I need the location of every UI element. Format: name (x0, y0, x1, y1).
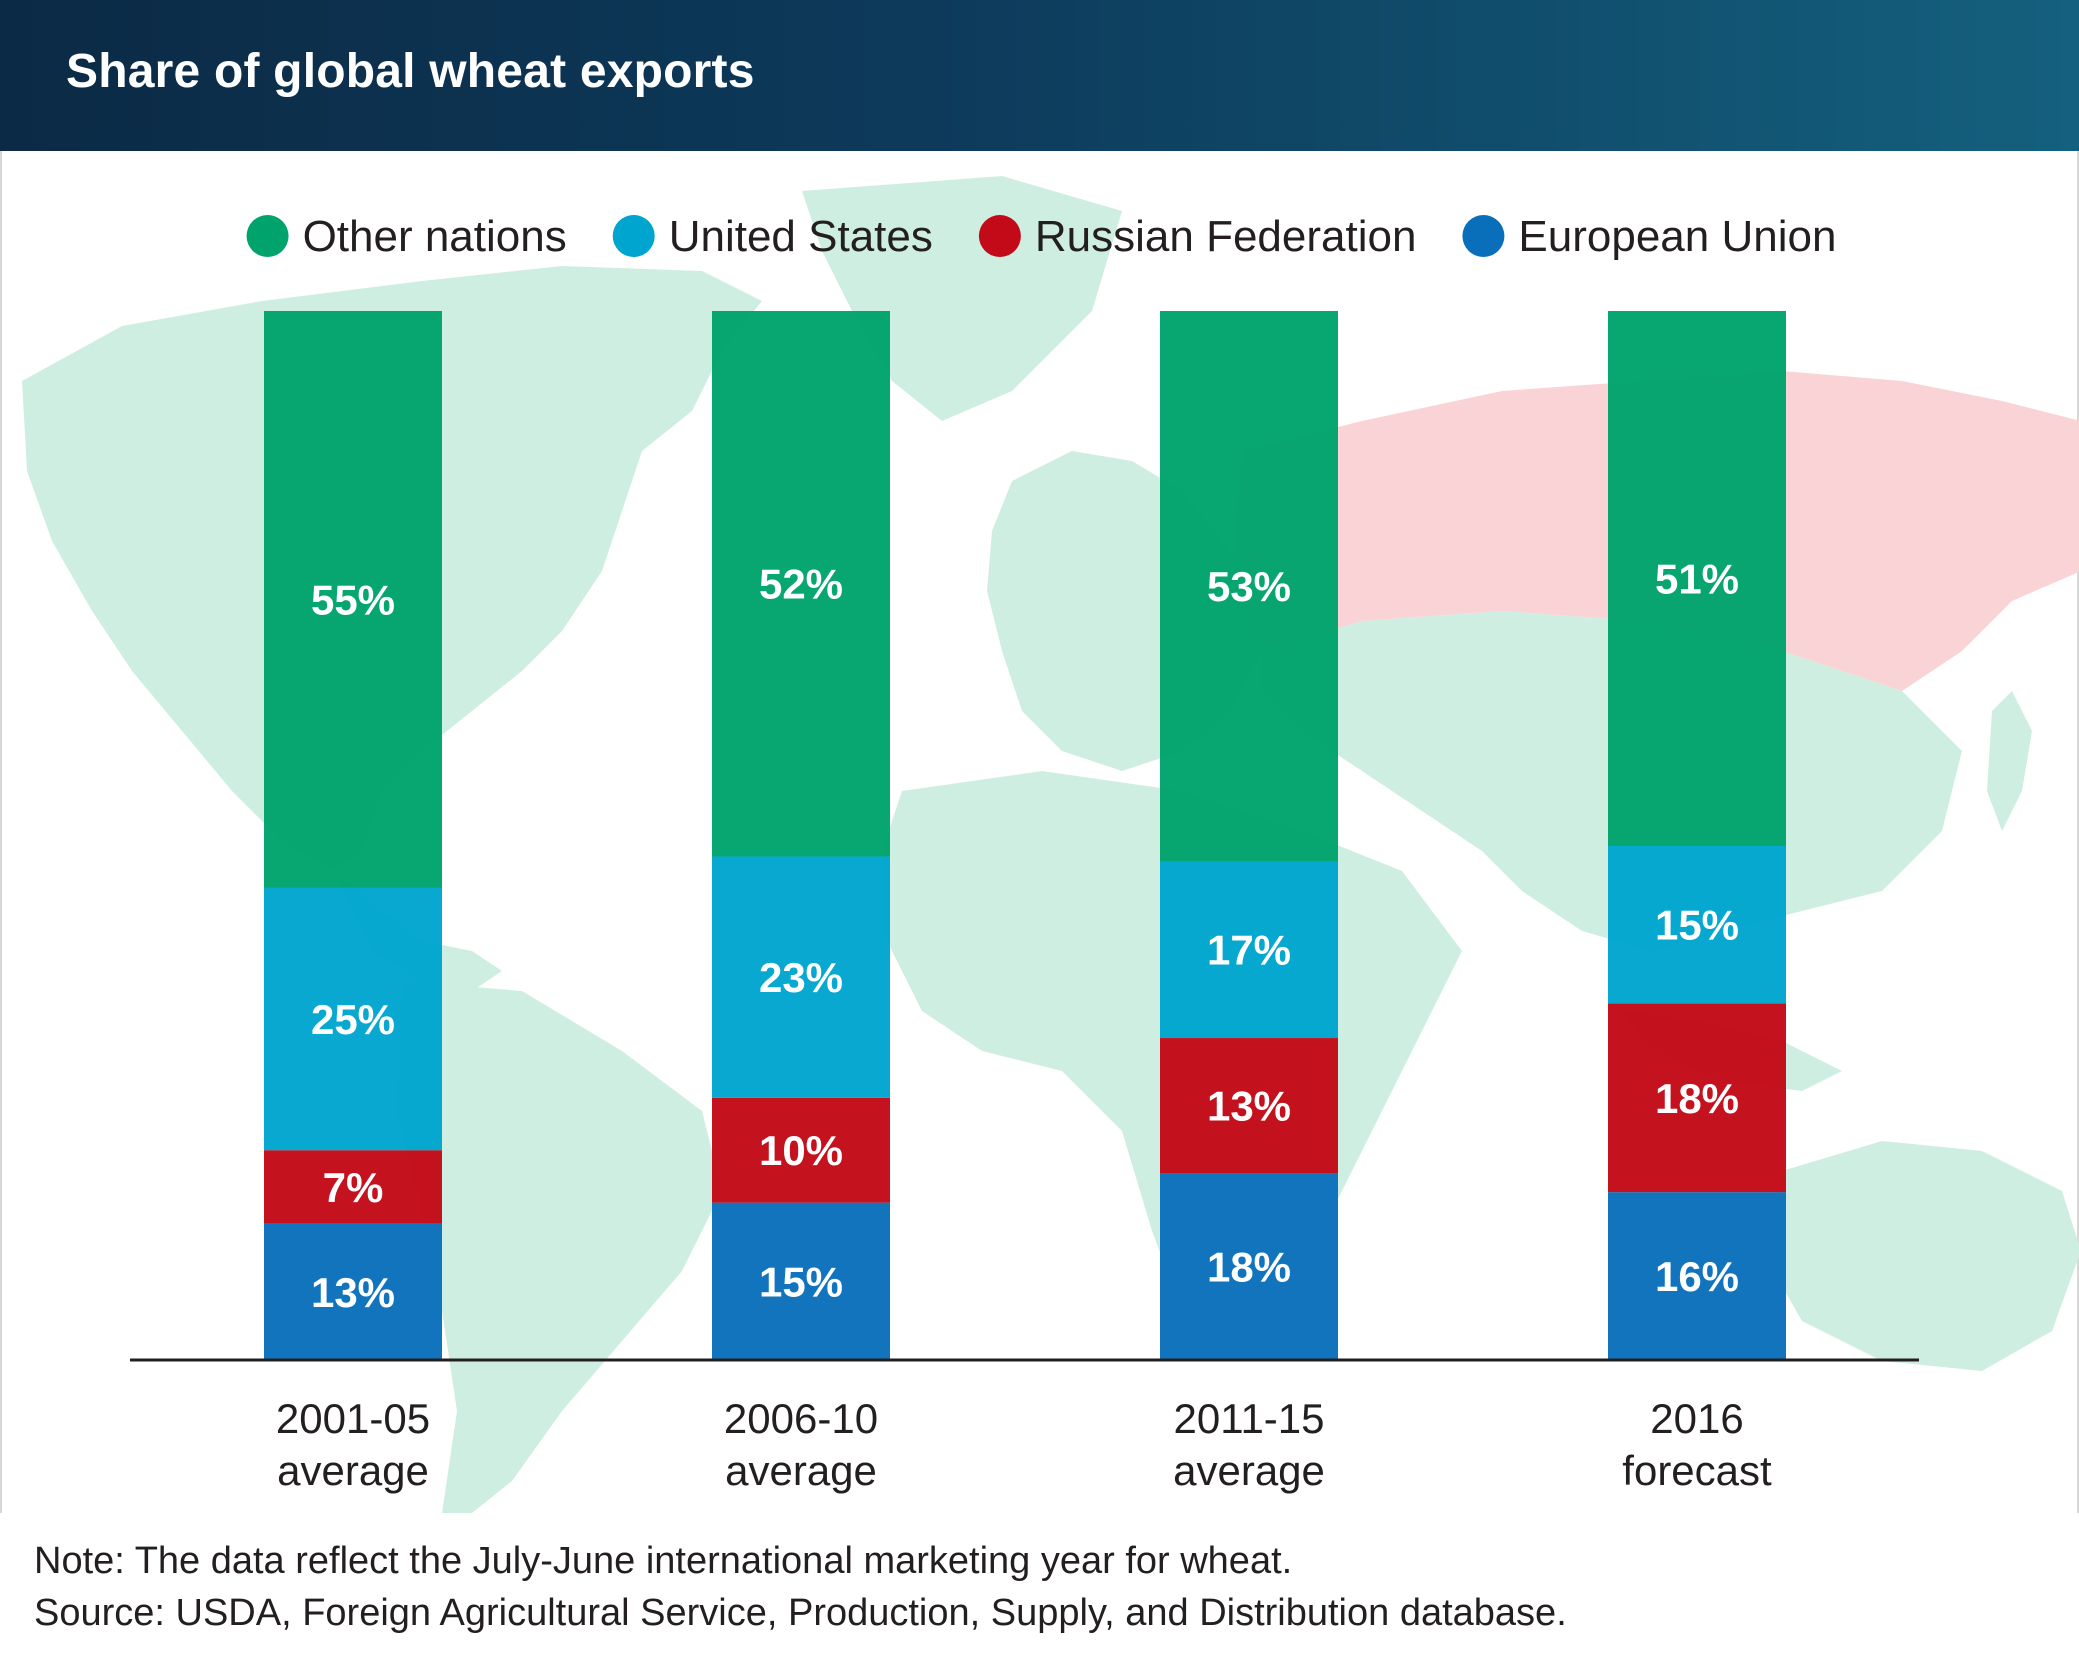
bar-segment-united-states-2 (712, 856, 890, 1098)
legend-marker-russian-federation (978, 215, 1021, 257)
data-label-other-nations-4: 51% (1655, 555, 1739, 602)
chart-legend: Other nations United States Russian Federa… (246, 212, 1836, 261)
bar-segment-other-nations-2 (712, 311, 890, 857)
x-axis-tick-labels: 2001-05 average 2006-10 average 2011-15 avera… (276, 1395, 1772, 1494)
legend-label-united-states: United States (669, 212, 933, 261)
legend-label-other-nations: Other nations (303, 212, 567, 261)
chart-title: Share of global wheat exports (66, 45, 755, 98)
bar-segment-united-states-4 (1608, 845, 1786, 1004)
map-south-america (397, 981, 722, 1513)
data-label-european-union-2: 15% (759, 1258, 843, 1305)
x-tick-label-3: 2011-15 average (1173, 1395, 1325, 1494)
legend-item-european-union: European Union (1462, 212, 1836, 261)
x-tick-label-1: 2001-05 average (276, 1395, 430, 1494)
data-label-russian-federation-2: 10% (759, 1127, 843, 1174)
data-label-united-states-1: 25% (311, 996, 395, 1043)
data-label-european-union-4: 16% (1655, 1253, 1739, 1300)
data-label-european-union-3: 18% (1207, 1244, 1291, 1291)
map-japan (1987, 691, 2032, 831)
data-label-russian-federation-4: 18% (1655, 1075, 1739, 1122)
bar-segment-united-states-3 (1160, 861, 1338, 1039)
footer-note: Note: The data reflect the July-June int… (34, 1540, 1293, 1582)
map-central-america (332, 871, 502, 991)
data-label-united-states-3: 17% (1207, 927, 1291, 974)
bar-segment-united-states-1 (264, 887, 442, 1151)
legend-label-russian-federation: Russian Federation (1035, 212, 1417, 261)
stacked-bar-chart: Other nations United States Russian Federa… (22, 176, 2079, 1513)
data-label-european-union-1: 13% (311, 1269, 395, 1316)
legend-item-russian-federation: Russian Federation (978, 212, 1417, 261)
data-label-russian-federation-3: 13% (1207, 1083, 1291, 1130)
bar-segment-european-union-4 (1608, 1192, 1786, 1360)
legend-label-european-union: European Union (1518, 212, 1836, 261)
legend-marker-other-nations (246, 215, 289, 257)
bar-segment-european-union-2 (712, 1202, 890, 1360)
data-label-other-nations-3: 53% (1207, 563, 1291, 610)
footer-source: Source: USDA, Foreign Agricultural Servi… (34, 1592, 1567, 1634)
bar-segment-russian-federation-1 (264, 1150, 442, 1224)
legend-item-other-nations: Other nations (246, 212, 567, 261)
bar-segment-russian-federation-2 (712, 1097, 890, 1203)
data-label-russian-federation-1: 7% (323, 1164, 384, 1211)
map-australia (1762, 1141, 2079, 1371)
bar-segment-european-union-1 (264, 1223, 442, 1360)
bar-segment-russian-federation-4 (1608, 1003, 1786, 1193)
x-tick-label-4: 2016 forecast (1622, 1395, 1772, 1494)
x-tick-label-2: 2006-10 average (724, 1395, 878, 1494)
bars-layer: 13% 7% 25% 55% 15% 10% 23% 52% 18% 13% 17% 53% 16% 18… (264, 311, 1786, 1360)
data-label-other-nations-1: 55% (311, 576, 395, 623)
legend-marker-united-states (612, 215, 655, 257)
data-label-united-states-2: 23% (759, 954, 843, 1001)
legend-item-united-states: United States (612, 212, 933, 261)
bar-segment-other-nations-1 (264, 311, 442, 888)
chart-area: Other nations United States Russian Federa… (0, 151, 2079, 1513)
legend-marker-european-union (1462, 215, 1505, 257)
chart-footer: Note: The data reflect the July-June int… (34, 1535, 2044, 1639)
data-label-other-nations-2: 52% (759, 561, 843, 608)
bar-segment-other-nations-3 (1160, 311, 1338, 862)
bar-segment-russian-federation-3 (1160, 1038, 1338, 1174)
bar-segment-other-nations-4 (1608, 311, 1786, 846)
chart-header: Share of global wheat exports (0, 0, 2079, 151)
data-label-united-states-4: 15% (1655, 902, 1739, 949)
bar-segment-european-union-3 (1160, 1173, 1338, 1360)
